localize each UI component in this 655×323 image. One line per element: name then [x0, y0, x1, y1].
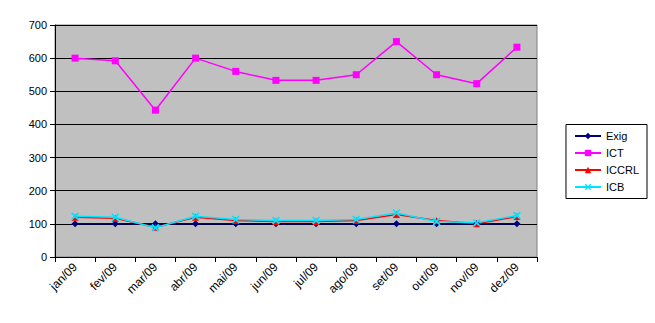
- svg-text:200: 200: [29, 185, 47, 197]
- svg-text:ICB: ICB: [606, 181, 624, 193]
- svg-text:0: 0: [41, 251, 47, 263]
- svg-text:jul/09: jul/09: [290, 260, 321, 291]
- svg-text:Exig: Exig: [606, 130, 627, 142]
- svg-text:ago/09: ago/09: [325, 260, 361, 296]
- svg-text:ICT: ICT: [606, 147, 624, 159]
- svg-text:700: 700: [29, 19, 47, 31]
- svg-text:mar/09: mar/09: [124, 260, 161, 297]
- svg-text:jan/09: jan/09: [46, 260, 80, 294]
- svg-text:set/09: set/09: [368, 260, 401, 293]
- svg-text:jun/09: jun/09: [247, 260, 281, 294]
- svg-text:mai/09: mai/09: [205, 260, 241, 296]
- svg-text:300: 300: [29, 152, 47, 164]
- svg-text:fev/09: fev/09: [87, 260, 120, 293]
- svg-text:nov/09: nov/09: [446, 260, 482, 296]
- svg-text:dez/09: dez/09: [487, 260, 523, 296]
- svg-text:600: 600: [29, 52, 47, 64]
- svg-text:400: 400: [29, 118, 47, 130]
- svg-text:ICCRL: ICCRL: [606, 164, 639, 176]
- svg-text:100: 100: [29, 218, 47, 230]
- svg-text:abr/09: abr/09: [167, 260, 201, 294]
- svg-text:500: 500: [29, 85, 47, 97]
- svg-text:out/09: out/09: [408, 260, 442, 294]
